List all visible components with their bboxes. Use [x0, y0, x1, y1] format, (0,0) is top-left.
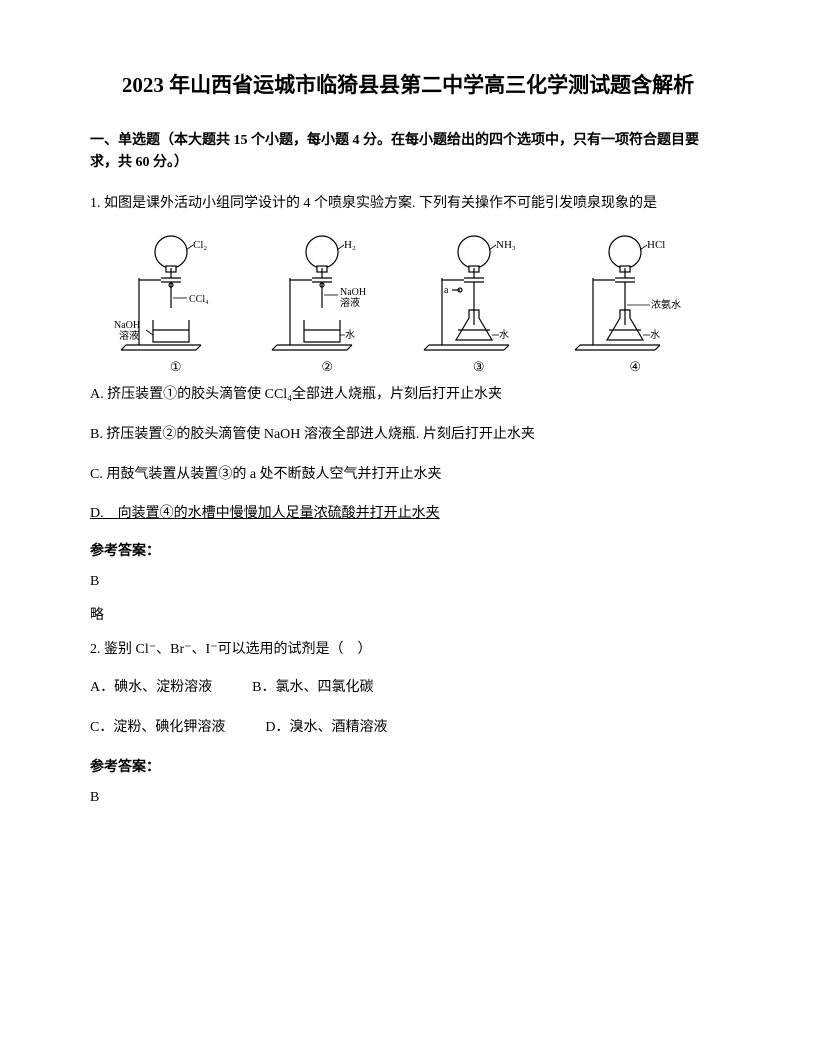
figure-2: H₂ NaOH 溶液 水 ②	[262, 230, 392, 375]
figure-4: HCl 浓氨水 水 ④	[565, 230, 705, 375]
q1-stem: 1. 如图是课外活动小组同学设计的 4 个喷泉实验方案. 下列有关操作不可能引发…	[90, 192, 726, 216]
fig3-gas-label: NH₃	[496, 239, 516, 251]
q1-option-b: B. 挤压装置②的胶头滴管使 NaOH 溶液全部进人烧瓶. 片刻后打开止水夹	[90, 423, 726, 447]
q2-row1: A．碘水、淀粉溶液 B．氯水、四氯化碳	[90, 676, 726, 700]
q1-option-a: A. 挤压装置①的胶头滴管使 CCl₄全部进人烧瓶，片刻后打开止水夹	[90, 383, 726, 407]
page-title: 2023 年山西省运城市临猗县县第二中学高三化学测试题含解析	[90, 70, 726, 102]
q2-answer-label: 参考答案：	[90, 756, 726, 776]
fig4-gas-label: HCl	[647, 239, 665, 251]
fig1-dropper-label: CCl₄	[189, 294, 209, 305]
q1-figures: Cl₂ CCl₄ NaOH 溶液 ①	[90, 230, 726, 375]
q2-row2: C．淀粉、碘化钾溶液 D．溴水、酒精溶液	[90, 716, 726, 740]
fig3-port-label: a	[444, 285, 449, 296]
fig1-label: ①	[170, 359, 182, 375]
fig2-gas-label: H₂	[344, 239, 356, 251]
fig3-beaker-label: 水	[499, 329, 509, 341]
section-header: 一、单选题（本大题共 15 个小题，每小题 4 分。在每小题给出的四个选项中，只…	[90, 130, 726, 175]
figure-3: NH₃ a 水 ③	[414, 230, 544, 375]
q2-option-a: A．碘水、淀粉溶液	[90, 680, 212, 695]
figure-1: Cl₂ CCl₄ NaOH 溶液 ①	[111, 230, 241, 375]
q1-answer-label: 参考答案：	[90, 540, 726, 560]
fig2-beaker-label: 水	[345, 329, 355, 341]
fig2-dropper-label2: 溶液	[340, 296, 360, 309]
fig2-label: ②	[321, 359, 333, 375]
q2-option-c: C．淀粉、碘化钾溶液	[90, 720, 225, 735]
q2-option-b: B．氯水、四氯化碳	[252, 680, 373, 695]
q2-option-d: D．溴水、酒精溶液	[265, 720, 387, 735]
q2-stem: 2. 鉴别 Cl⁻、Br⁻、I⁻可以选用的试剂是（ ）	[90, 638, 726, 662]
q2-answer: B	[90, 790, 726, 806]
fig4-dropper-label: 浓氨水	[651, 298, 681, 311]
fig3-label: ③	[473, 359, 485, 375]
fig4-label: ④	[629, 359, 641, 375]
fig1-gas-label: Cl₂	[193, 239, 207, 251]
fig4-beaker-label: 水	[650, 329, 660, 341]
q1-brief: 略	[90, 604, 726, 624]
fig1-beaker-label2: 溶液	[119, 329, 139, 342]
q1-option-d: D. 向装置④的水槽中慢慢加人足量浓硫酸并打开止水夹	[90, 502, 726, 526]
fig2-dropper-label1: NaOH	[340, 287, 366, 298]
q1-answer: B	[90, 574, 726, 590]
q1-option-c: C. 用鼓气装置从装置③的 a 处不断鼓人空气并打开止水夹	[90, 463, 726, 487]
fig1-beaker-label1: NaOH	[114, 320, 140, 331]
